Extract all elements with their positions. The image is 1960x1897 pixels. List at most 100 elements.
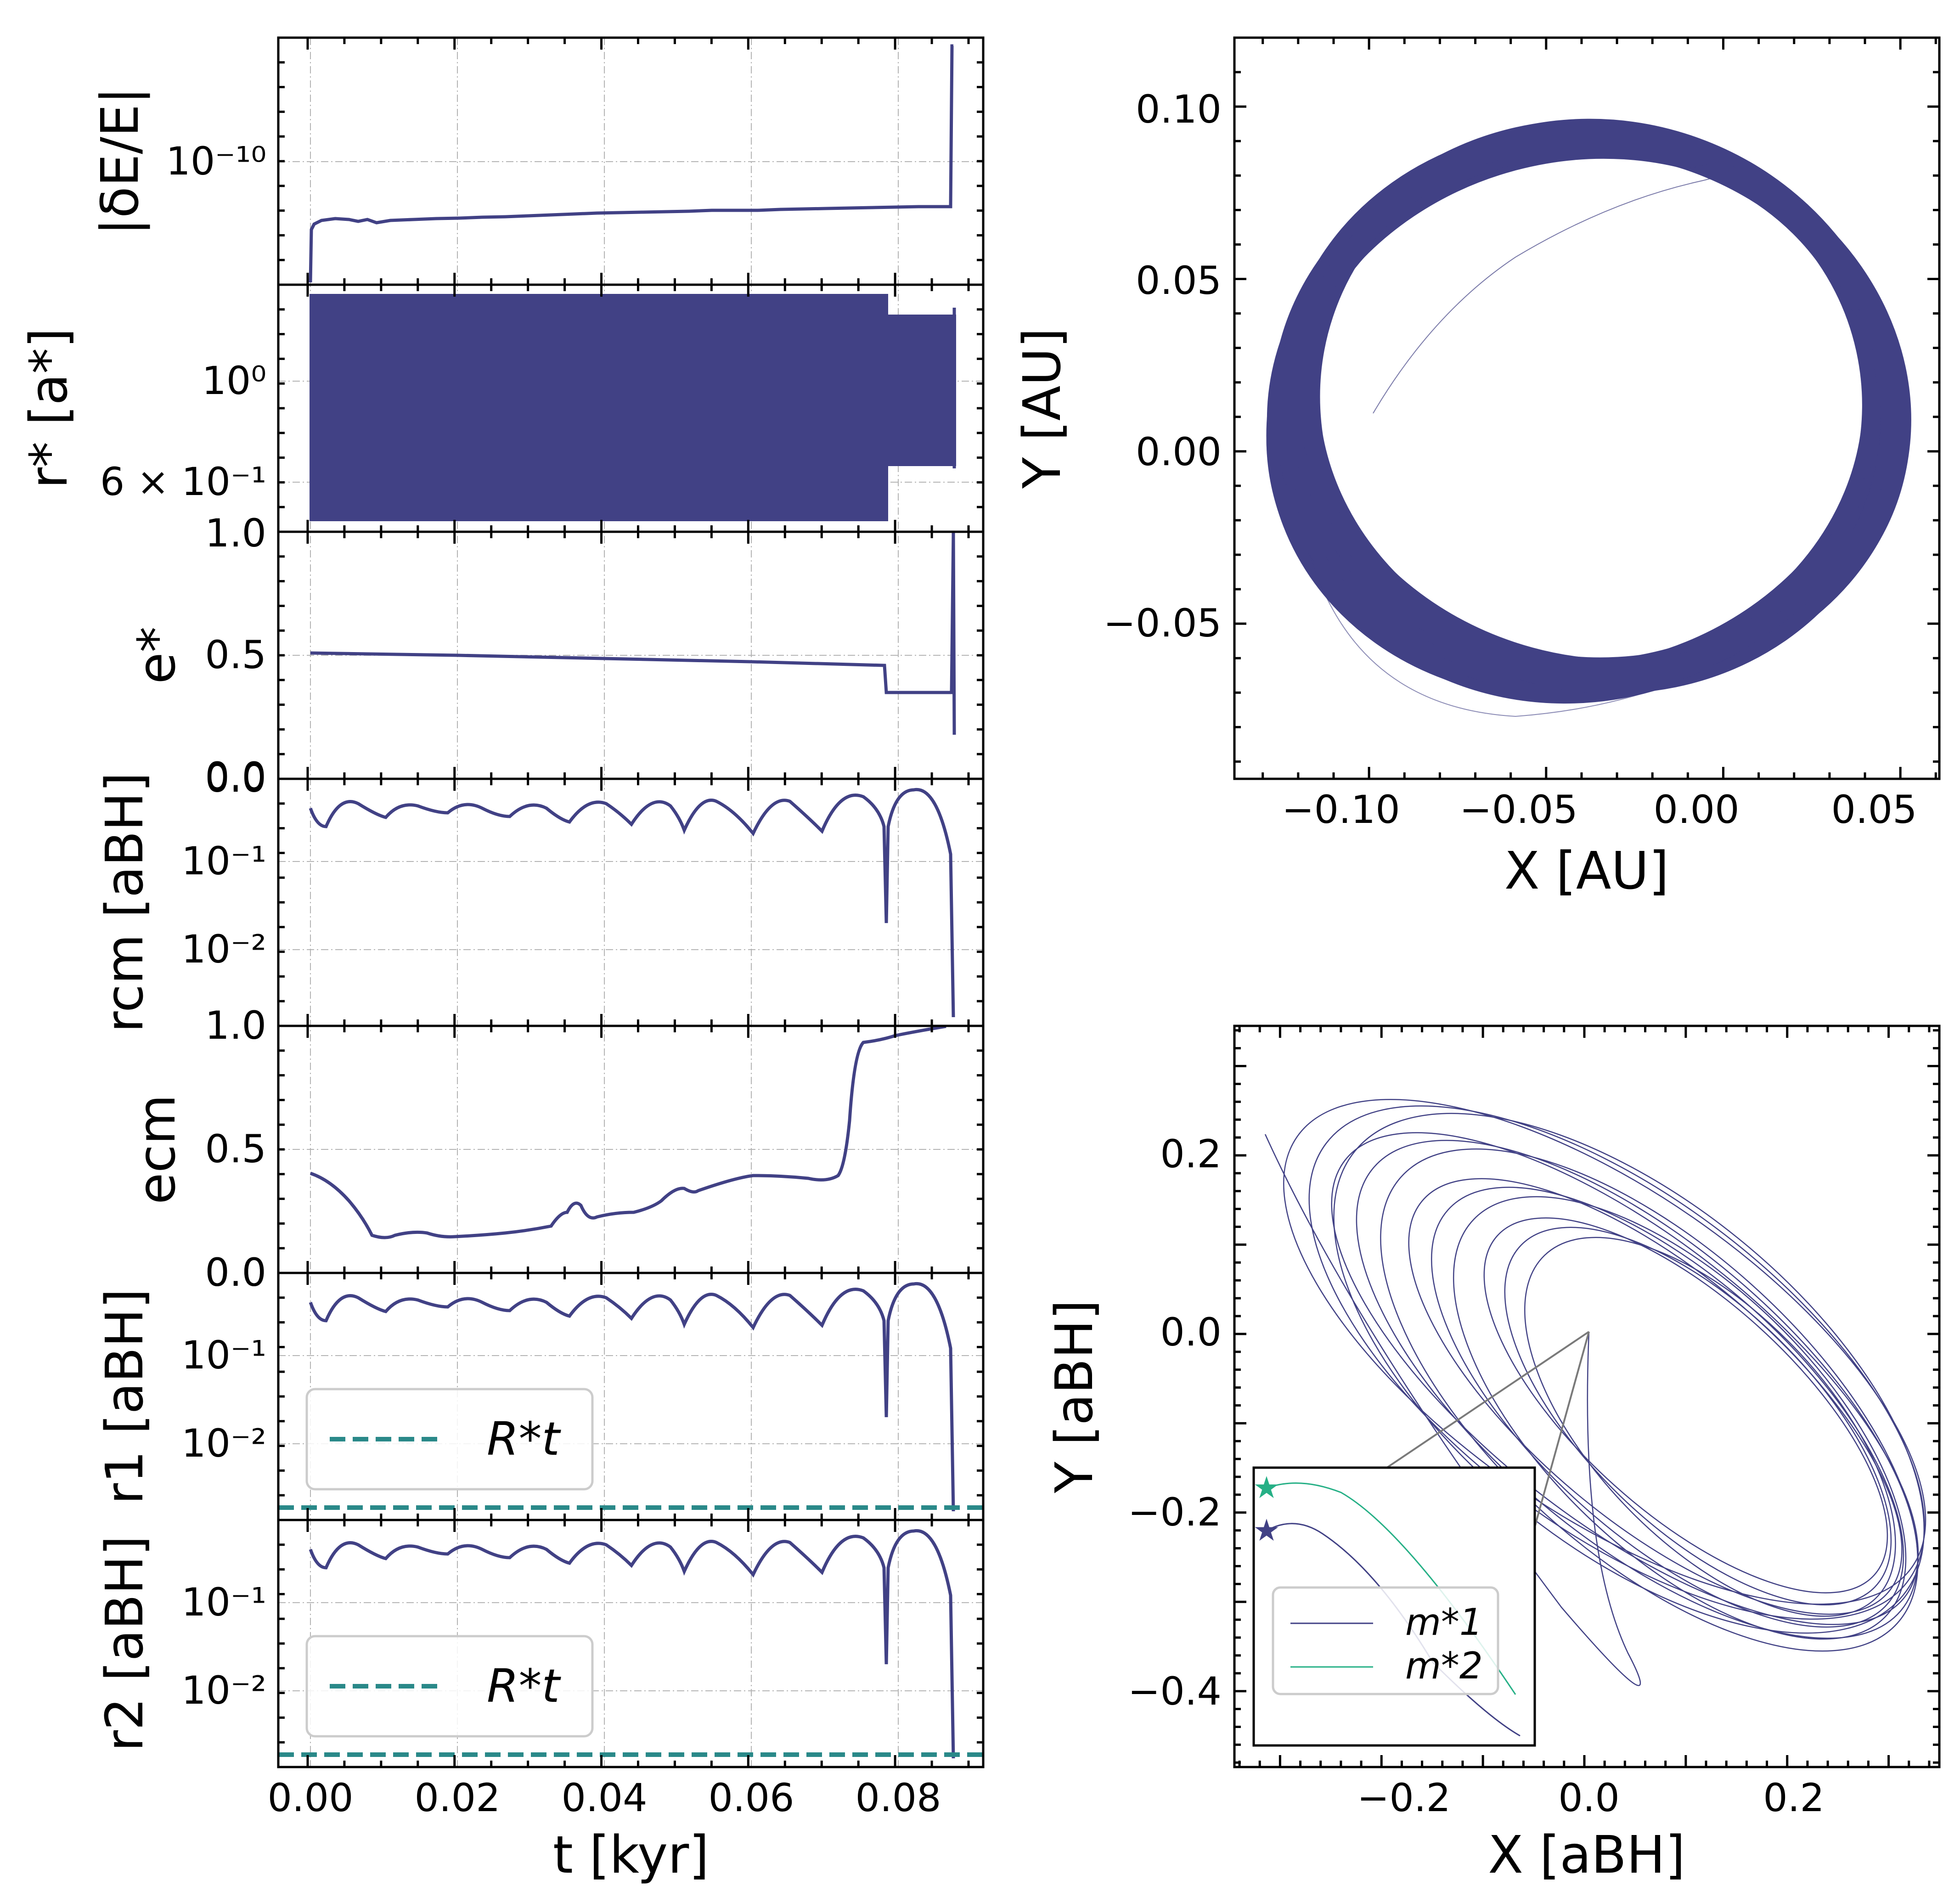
ylabel-r2: r2 [aBH] <box>95 1536 155 1751</box>
left-x-tickmarks <box>278 38 983 1767</box>
ytick-rstar-0: 10⁰ <box>202 358 266 403</box>
ylabel-rb: Y [aBH] <box>1045 1300 1104 1493</box>
xtick-rt-3: 0.05 <box>1831 787 1917 832</box>
xlabel-rb: X [aBH] <box>1488 1825 1685 1885</box>
xtick-left-2: 0.04 <box>561 1775 647 1820</box>
ytick-rcm-top: 1.0 <box>205 1003 266 1048</box>
ytick-r1-0: 10⁻¹ <box>181 1333 266 1378</box>
inset-star-m2: ★ <box>1253 1470 1280 1505</box>
panel-r-star: 10⁰ 6 × 10⁻¹ r* [a*] <box>19 294 956 521</box>
ytick-estar-2: 1.0 <box>205 511 266 556</box>
ytick-rt-3: 0.10 <box>1136 87 1222 132</box>
rt-tickmarks <box>1234 36 1939 779</box>
ytick-rt-0: −0.05 <box>1104 601 1222 646</box>
rb-tickmarks <box>1234 1026 1939 1767</box>
rt-orbit-ring-3 <box>1276 146 1884 680</box>
xtick-left-1: 0.02 <box>414 1775 500 1820</box>
ylabel-rstar: r* [a*] <box>19 328 79 489</box>
ylabel-rt: Y [AU] <box>1013 328 1072 489</box>
ytick-rcm-1: 10⁻² <box>181 927 266 972</box>
rt-orbit-ring-19 <box>1289 119 1902 691</box>
r1-line <box>309 1282 955 1512</box>
rt-orbit-ring-5 <box>1289 133 1874 689</box>
rb-connector-1 <box>1386 1331 1590 1469</box>
panel-r2: R*t 10⁻¹ 10⁻² r2 [aBH] <box>95 1529 983 1759</box>
panel-energy-error: 10⁻¹⁰ |δE/E| <box>90 44 954 283</box>
rb-orbit-lines <box>1283 1099 1926 1652</box>
rb-orbit-3-0 <box>1483 1217 1888 1593</box>
rb-orbit-1-0 <box>1331 1132 1919 1625</box>
right-top-orbit: −0.10 −0.05 0.00 0.05 −0.05 0.00 0.05 0.… <box>1013 36 1941 901</box>
ylabel-rcm: rcm [aBH] <box>95 772 155 1033</box>
r2-legend-box <box>305 1635 594 1738</box>
inset-star-m1: ★ <box>1253 1513 1280 1548</box>
rt-orbit-band <box>1266 118 1911 704</box>
xtick-rt-1: −0.05 <box>1459 787 1577 832</box>
rt-orbit-ring-8 <box>1267 136 1901 682</box>
xtick-rt-0: −0.10 <box>1282 787 1400 832</box>
inset-legend-m2-label: m*2 <box>1405 1644 1483 1687</box>
r2-legend: R*t <box>305 1635 594 1738</box>
right-bottom-orbit: ★ ★ m*1 m*2 −0.2 0.0 0.2 −0.4 −0.2 0.0 0… <box>1045 1024 1941 1885</box>
frame-rb <box>1233 1024 1941 1768</box>
xtick-rb-2: 0.2 <box>1763 1775 1825 1820</box>
r2-line <box>309 1529 955 1759</box>
panel-e-cm: 0.0 0.5 1.0 ecm <box>127 1003 946 1295</box>
ytick-rcm-0: 10⁻¹ <box>181 839 266 884</box>
r1-legend: R*t <box>305 1388 594 1491</box>
ytick-ecm-1: 0.5 <box>205 1126 266 1171</box>
rb-orbit-3-1 <box>1504 1227 1892 1606</box>
ytick-estar-0: 0.0 <box>205 754 266 799</box>
panel-r1: R*t 10⁻¹ 10⁻² r1 [aBH] 0.0 <box>95 1250 983 1512</box>
r-star-band-main <box>310 294 888 521</box>
ytick-rstar-1: 6 × 10⁻¹ <box>100 459 266 504</box>
rt-orbit-ring-22 <box>1296 139 1901 672</box>
ytick-rb-2: 0.0 <box>1160 1310 1222 1355</box>
e-cm-line <box>310 1026 946 1239</box>
r2-legend-label: R*t <box>487 1659 561 1713</box>
rt-orbit-ring-24 <box>1308 125 1893 687</box>
ylabel-estar: e* <box>127 627 187 684</box>
rt-inner-ring <box>1308 551 1814 717</box>
rb-orbit-3-2 <box>1524 1237 1896 1617</box>
ytick-rt-2: 0.05 <box>1136 258 1222 303</box>
rt-orbit-ring-25 <box>1300 118 1904 694</box>
rb-orbit-2-2 <box>1453 1196 1907 1640</box>
left-column: 10⁻¹⁰ |δE/E| 10⁰ 6 × 10⁻¹ r* [a*] 0.0 0.… <box>19 36 985 1885</box>
xlabel-rt: X [AU] <box>1504 841 1669 901</box>
energy-error-line <box>309 44 954 283</box>
ytick-rb-1: −0.2 <box>1128 1490 1222 1535</box>
rb-connector-2 <box>1531 1331 1590 1539</box>
r-star-band-after <box>888 315 956 466</box>
r-cm-line <box>309 788 955 1018</box>
xtick-rb-0: −0.2 <box>1357 1775 1451 1820</box>
xtick-left-0: 0.00 <box>267 1775 353 1820</box>
ytick-rb-0: −0.4 <box>1128 1669 1222 1714</box>
ylabel-r1: r1 [aBH] <box>95 1289 155 1504</box>
rt-stray-path <box>1373 160 1741 414</box>
panel-e-star: 0.0 0.5 1.0 e* <box>127 511 956 799</box>
e-star-line <box>310 532 956 735</box>
ylabel-ecm: ecm <box>127 1094 187 1205</box>
rb-orbit-1-2 <box>1380 1148 1919 1652</box>
ytick-ecm-0: 0.0 <box>205 1250 266 1295</box>
ytick-r1-zero: 0.0 <box>205 1250 266 1295</box>
r1-legend-box <box>305 1388 594 1491</box>
frame-rt <box>1233 36 1941 780</box>
ytick-rcm-zero: 0.0 <box>205 756 266 801</box>
rb-infall-path <box>1264 1134 1641 1686</box>
ytick-ecm-2: 1.0 <box>205 1003 266 1048</box>
xlabel-left: t [kyr] <box>553 1825 709 1885</box>
rt-orbit-ring-20 <box>1281 124 1911 686</box>
rt-orbit-ring-7 <box>1270 126 1896 693</box>
rb-inset: ★ ★ m*1 m*2 <box>1252 1466 1536 1747</box>
ylabel-de: |δE/E| <box>90 87 150 235</box>
ytick-rt-1: 0.00 <box>1136 429 1222 474</box>
inset-legend-m1-label: m*1 <box>1405 1601 1483 1644</box>
ytick-rb-3: 0.2 <box>1160 1131 1222 1176</box>
xtick-rb-1: 0.0 <box>1558 1775 1620 1820</box>
xtick-left-4: 0.08 <box>855 1775 941 1820</box>
ytick-estar-1: 0.5 <box>205 632 266 677</box>
ytick-de-0: 10⁻¹⁰ <box>166 139 266 184</box>
